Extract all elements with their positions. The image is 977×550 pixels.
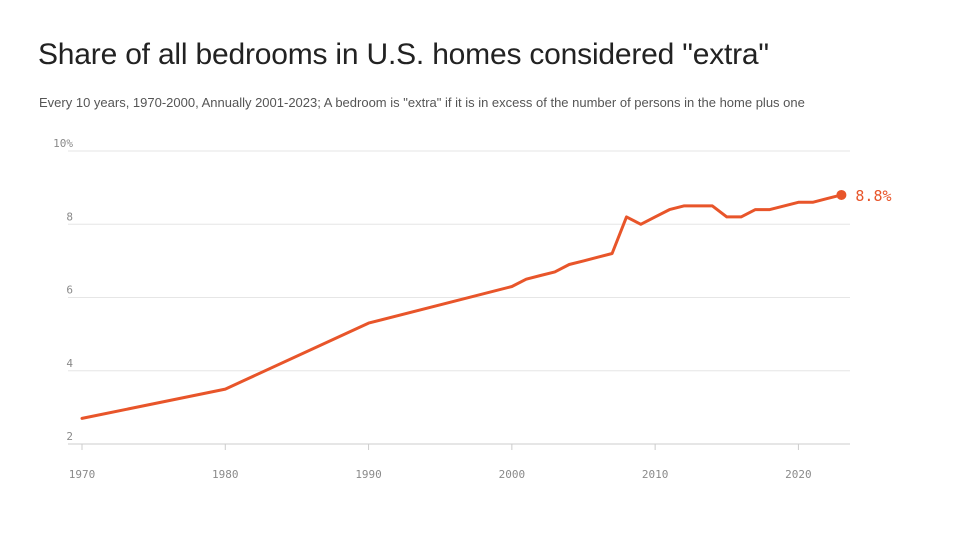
x-tick-label: 1990 xyxy=(355,468,382,481)
x-tick-label: 1980 xyxy=(212,468,239,481)
gridlines xyxy=(68,150,850,445)
y-tick-label: 2 xyxy=(66,430,73,443)
x-tick-label: 2000 xyxy=(499,468,526,481)
x-tick-label: 1970 xyxy=(69,468,96,481)
x-tick-label: 2020 xyxy=(785,468,812,481)
series-group: 8.8% xyxy=(80,187,892,420)
series-line xyxy=(80,193,843,420)
x-tick-label: 2010 xyxy=(642,468,669,481)
y-tick-label: 6 xyxy=(66,284,73,297)
y-tick-label: 10% xyxy=(53,137,73,150)
y-axis-ticks: 2 4 6 8 10% xyxy=(53,137,73,443)
x-axis-ticks: 1970 1980 1990 2000 2010 2020 xyxy=(69,444,812,481)
y-tick-label: 4 xyxy=(66,357,73,370)
end-value-label: 8.8% xyxy=(855,187,891,205)
end-point-marker xyxy=(836,189,847,200)
chart-title: Share of all bedrooms in U.S. homes cons… xyxy=(38,38,769,71)
y-tick-label: 8 xyxy=(66,210,73,223)
chart-subtitle: Every 10 years, 1970-2000, Annually 2001… xyxy=(39,95,805,110)
